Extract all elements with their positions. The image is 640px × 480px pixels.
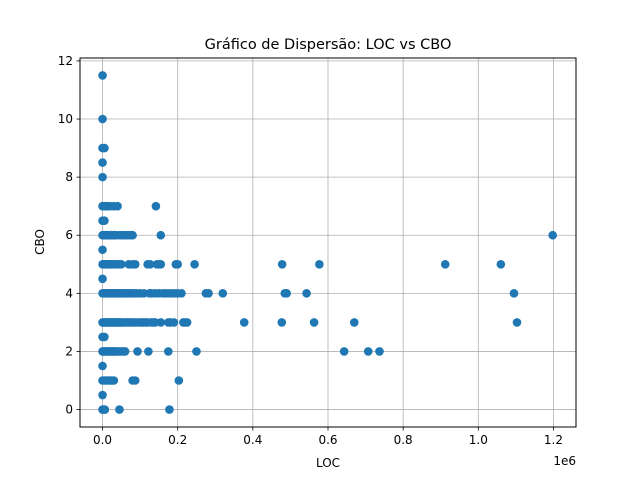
scatter-point: [277, 318, 287, 327]
x-tick-label: 0.2: [168, 433, 187, 447]
scatter-point: [100, 405, 110, 414]
x-tick-label: 1.0: [469, 433, 488, 447]
y-tick-label: 0: [65, 403, 73, 417]
scatter-point: [113, 201, 122, 211]
scatter-point: [169, 318, 179, 327]
scatter-point: [98, 361, 107, 371]
x-tick-label: 0.4: [243, 433, 262, 447]
scatter-point: [277, 259, 287, 269]
scatter-point: [177, 289, 186, 298]
scatter-point: [509, 289, 519, 298]
scatter-point: [350, 318, 359, 327]
scatter-point: [204, 289, 213, 298]
scatter-point: [130, 259, 140, 269]
scatter-point: [173, 259, 182, 269]
scatter-point: [218, 289, 228, 298]
scatter-point: [98, 114, 107, 124]
scatter-point: [144, 347, 153, 356]
y-tick-label: 12: [58, 54, 73, 68]
y-axis-ticks: 0 2 4 6 8 10 12: [58, 54, 80, 417]
scatter-point: [145, 259, 155, 269]
scatter-point: [98, 245, 107, 255]
y-tick-label: 8: [65, 170, 73, 184]
scatter-point: [117, 259, 126, 269]
scatter-point: [282, 289, 291, 298]
y-tick-label: 10: [58, 112, 73, 126]
scatter-point: [120, 347, 130, 356]
scatter-point: [98, 390, 107, 400]
scatter-point: [151, 201, 161, 211]
x-axis-label: LOC: [316, 456, 340, 470]
x-tick-label: 0.6: [318, 433, 337, 447]
scatter-point: [239, 318, 249, 327]
scatter-point: [130, 376, 140, 385]
scatter-point: [165, 405, 174, 414]
scatter-point: [98, 71, 107, 80]
y-tick-label: 6: [65, 228, 73, 242]
scatter-point: [156, 259, 166, 269]
scatter-point: [109, 376, 119, 385]
scatter-point: [156, 318, 166, 327]
scatter-point: [100, 143, 109, 153]
scatter-point: [363, 347, 373, 356]
y-tick-label: 2: [65, 344, 73, 358]
scatter-point: [496, 259, 506, 269]
scatter-point: [192, 347, 201, 356]
x-axis-ticks: 0.0 0.2 0.4 0.6 0.8 1.0 1.2: [93, 427, 563, 447]
scatter-point: [98, 172, 107, 182]
scatter-point: [174, 376, 184, 385]
scatter-point: [315, 259, 324, 269]
y-tick-label: 4: [65, 286, 73, 300]
scatter-point: [98, 274, 107, 284]
scatter-point: [128, 230, 137, 240]
scatter-point: [302, 289, 311, 298]
scatter-point: [115, 405, 124, 414]
y-axis-label: CBO: [33, 229, 47, 255]
scatter-point: [339, 347, 349, 356]
scatter-point: [548, 230, 558, 240]
chart-title: Gráfico de Dispersão: LOC vs CBO: [205, 37, 452, 53]
scatter-point: [440, 259, 450, 269]
x-axis-offset-label: 1e6: [553, 454, 576, 468]
scatter-point: [100, 216, 109, 226]
scatter-point: [156, 230, 166, 240]
scatter-point: [309, 318, 319, 327]
data-points: [98, 71, 558, 414]
scatter-point: [512, 318, 522, 327]
scatter-point: [100, 332, 109, 342]
x-tick-label: 1.2: [544, 433, 563, 447]
scatter-point: [164, 347, 173, 356]
scatter-point: [182, 318, 192, 327]
scatter-point: [190, 259, 199, 269]
x-tick-label: 0.8: [394, 433, 413, 447]
x-tick-label: 0.0: [93, 433, 112, 447]
scatter-point: [133, 347, 142, 356]
scatter-point: [98, 158, 107, 167]
scatter-point: [375, 347, 384, 356]
